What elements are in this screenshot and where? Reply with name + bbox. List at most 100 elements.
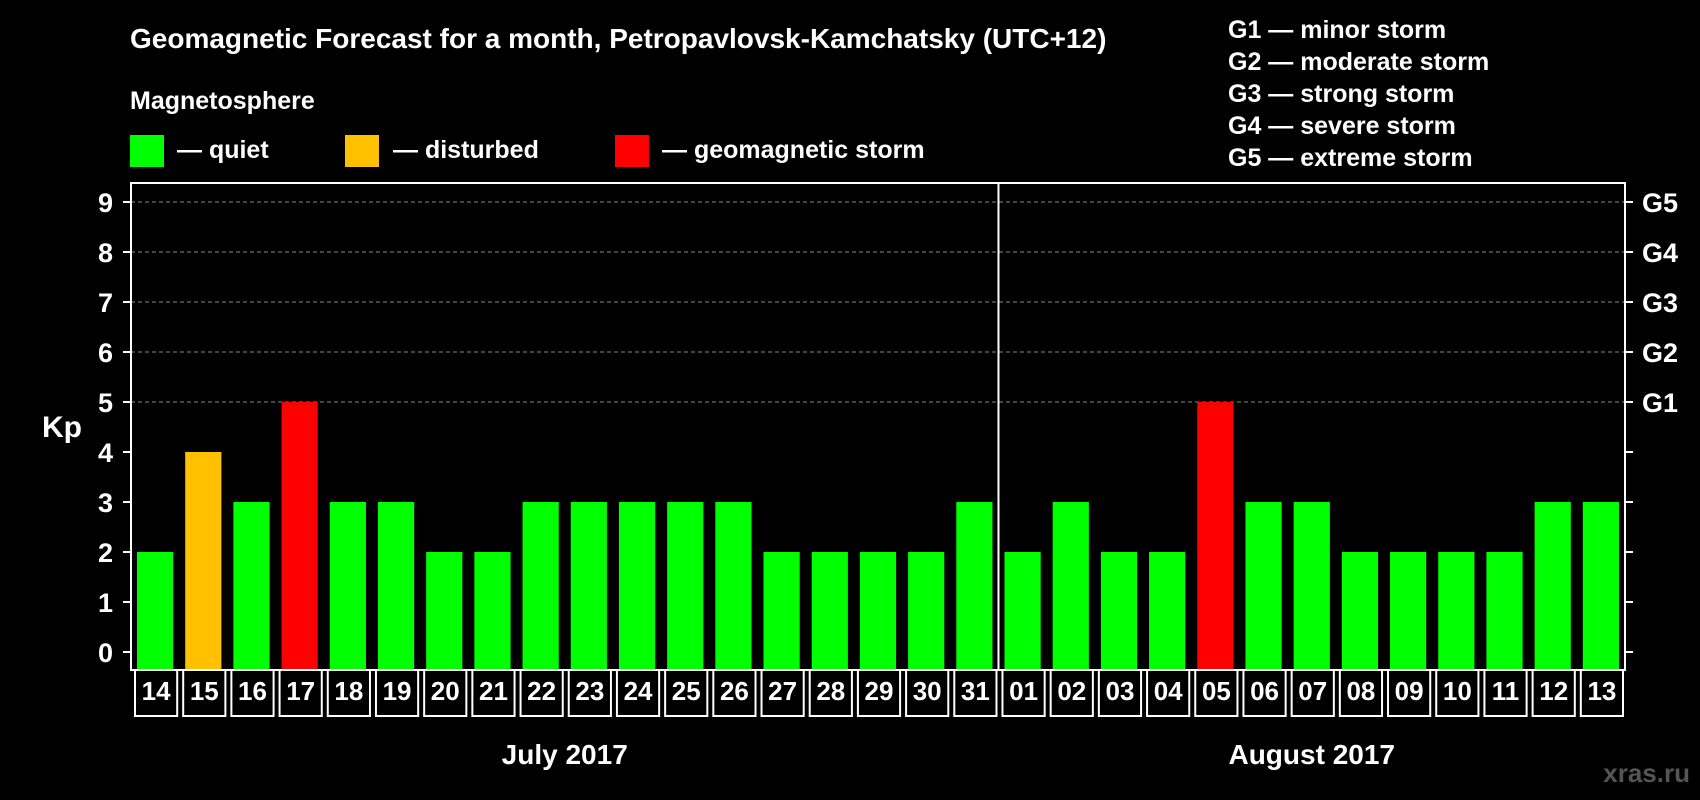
day-box-01 xyxy=(1001,669,1046,717)
bar-day-09 xyxy=(1390,552,1427,670)
bar-day-29 xyxy=(859,552,897,670)
x-tick-label-27: 27 xyxy=(768,676,797,706)
bar-day-03 xyxy=(1100,552,1138,670)
bar-day-14 xyxy=(137,552,174,670)
legend-swatch-disturbed xyxy=(345,135,379,167)
bar-day-12 xyxy=(1534,502,1571,670)
bar-day-23 xyxy=(570,502,607,670)
x-tick-label-25: 25 xyxy=(672,676,701,706)
x-tick-label-12: 12 xyxy=(1539,676,1568,706)
y-tick-label-8: 8 xyxy=(98,238,113,268)
storm-scale-legend: G1 — minor storm G2 — moderate storm G3 … xyxy=(1228,16,1489,172)
bar-day-31 xyxy=(956,502,993,670)
right-tick-label-G4: G4 xyxy=(1642,238,1678,268)
x-tick-label-13: 13 xyxy=(1587,676,1616,706)
bar-day-16 xyxy=(233,502,270,670)
y-tick-label-5: 5 xyxy=(98,388,113,418)
right-tick-label-G2: G2 xyxy=(1642,338,1678,368)
day-box-08 xyxy=(1338,669,1384,717)
x-tick-label-15: 15 xyxy=(190,676,219,706)
x-tick-label-06: 06 xyxy=(1250,676,1279,706)
y-tick-label-0: 0 xyxy=(98,638,113,668)
x-tick-label-11: 11 xyxy=(1492,676,1520,706)
bar-day-10 xyxy=(1438,552,1475,670)
legend-swatch-quiet xyxy=(130,135,164,167)
x-tick-label-24: 24 xyxy=(624,676,653,706)
bar-day-25 xyxy=(667,502,704,670)
month-label-0: July 2017 xyxy=(502,739,628,770)
y-tick-label-2: 2 xyxy=(98,538,113,568)
day-box-09 xyxy=(1387,669,1432,717)
x-tick-label-08: 08 xyxy=(1346,676,1375,706)
bar-day-06 xyxy=(1245,502,1282,670)
y-tick-label-7: 7 xyxy=(98,288,113,318)
day-box-31 xyxy=(953,669,998,717)
bar-day-18 xyxy=(329,502,366,670)
bar-day-07 xyxy=(1293,502,1330,670)
x-tick-label-16: 16 xyxy=(238,676,267,706)
day-box-21 xyxy=(471,669,516,717)
bar-day-04 xyxy=(1149,552,1186,670)
y-tick-label-3: 3 xyxy=(98,488,113,518)
day-box-28 xyxy=(808,669,853,717)
day-box-18 xyxy=(326,669,371,717)
day-box-04 xyxy=(1146,669,1191,717)
storm-scale-g1: G1 — minor storm xyxy=(1228,16,1446,44)
x-tick-label-09: 09 xyxy=(1395,676,1424,706)
bar-day-27 xyxy=(763,552,800,670)
day-box-15 xyxy=(182,669,227,717)
x-tick-label-02: 02 xyxy=(1057,676,1086,706)
day-box-22 xyxy=(519,669,564,717)
x-tick-label-17: 17 xyxy=(286,676,315,706)
x-tick-label-07: 07 xyxy=(1298,676,1327,706)
bar-day-17 xyxy=(281,402,318,670)
bar-day-01 xyxy=(1004,552,1041,670)
day-box-30 xyxy=(905,669,950,717)
y-tick-label-6: 6 xyxy=(98,338,113,368)
y-tick-label-1: 1 xyxy=(98,588,113,618)
x-tick-label-04: 04 xyxy=(1154,676,1183,706)
bar-day-24 xyxy=(618,502,656,670)
day-box-02 xyxy=(1049,669,1094,717)
x-tick-label-01: 01 xyxy=(1009,676,1038,706)
magnetosphere-label: Magnetosphere xyxy=(130,87,315,115)
bar-day-08 xyxy=(1341,552,1379,670)
day-box-11 xyxy=(1483,669,1528,717)
x-tick-label-14: 14 xyxy=(142,676,171,706)
day-box-10 xyxy=(1435,669,1480,717)
x-tick-label-20: 20 xyxy=(431,676,460,706)
bar-day-21 xyxy=(474,552,511,670)
x-tick-label-05: 05 xyxy=(1202,676,1231,706)
bar-day-02 xyxy=(1052,502,1089,670)
day-box-05 xyxy=(1194,669,1239,717)
x-tick-label-03: 03 xyxy=(1106,676,1135,706)
bar-day-19 xyxy=(377,502,415,670)
day-box-24 xyxy=(615,669,661,717)
day-box-23 xyxy=(567,669,612,717)
bar-day-22 xyxy=(522,502,559,670)
day-box-26 xyxy=(712,669,757,717)
x-tick-label-18: 18 xyxy=(334,676,363,706)
x-tick-label-19: 19 xyxy=(383,676,412,706)
legend-label-quiet: — quiet xyxy=(177,136,269,164)
storm-scale-g4: G4 — severe storm xyxy=(1228,112,1456,140)
day-box-25 xyxy=(664,669,709,717)
chart-title: Geomagnetic Forecast for a month, Petrop… xyxy=(130,23,1106,54)
bar-day-30 xyxy=(908,552,945,670)
x-tick-label-26: 26 xyxy=(720,676,749,706)
x-tick-label-23: 23 xyxy=(575,676,604,706)
day-box-07 xyxy=(1290,669,1335,717)
day-box-27 xyxy=(760,669,805,717)
bar-day-26 xyxy=(715,502,752,670)
legend-label-storm: — geomagnetic storm xyxy=(662,136,925,164)
day-box-20 xyxy=(423,669,468,717)
right-tick-label-G1: G1 xyxy=(1642,388,1678,418)
x-tick-label-10: 10 xyxy=(1443,676,1472,706)
storm-scale-g5: G5 — extreme storm xyxy=(1228,144,1473,172)
day-box-13 xyxy=(1579,669,1624,717)
right-tick-label-G5: G5 xyxy=(1642,188,1678,218)
x-tick-label-30: 30 xyxy=(913,676,942,706)
x-tick-label-29: 29 xyxy=(865,676,894,706)
